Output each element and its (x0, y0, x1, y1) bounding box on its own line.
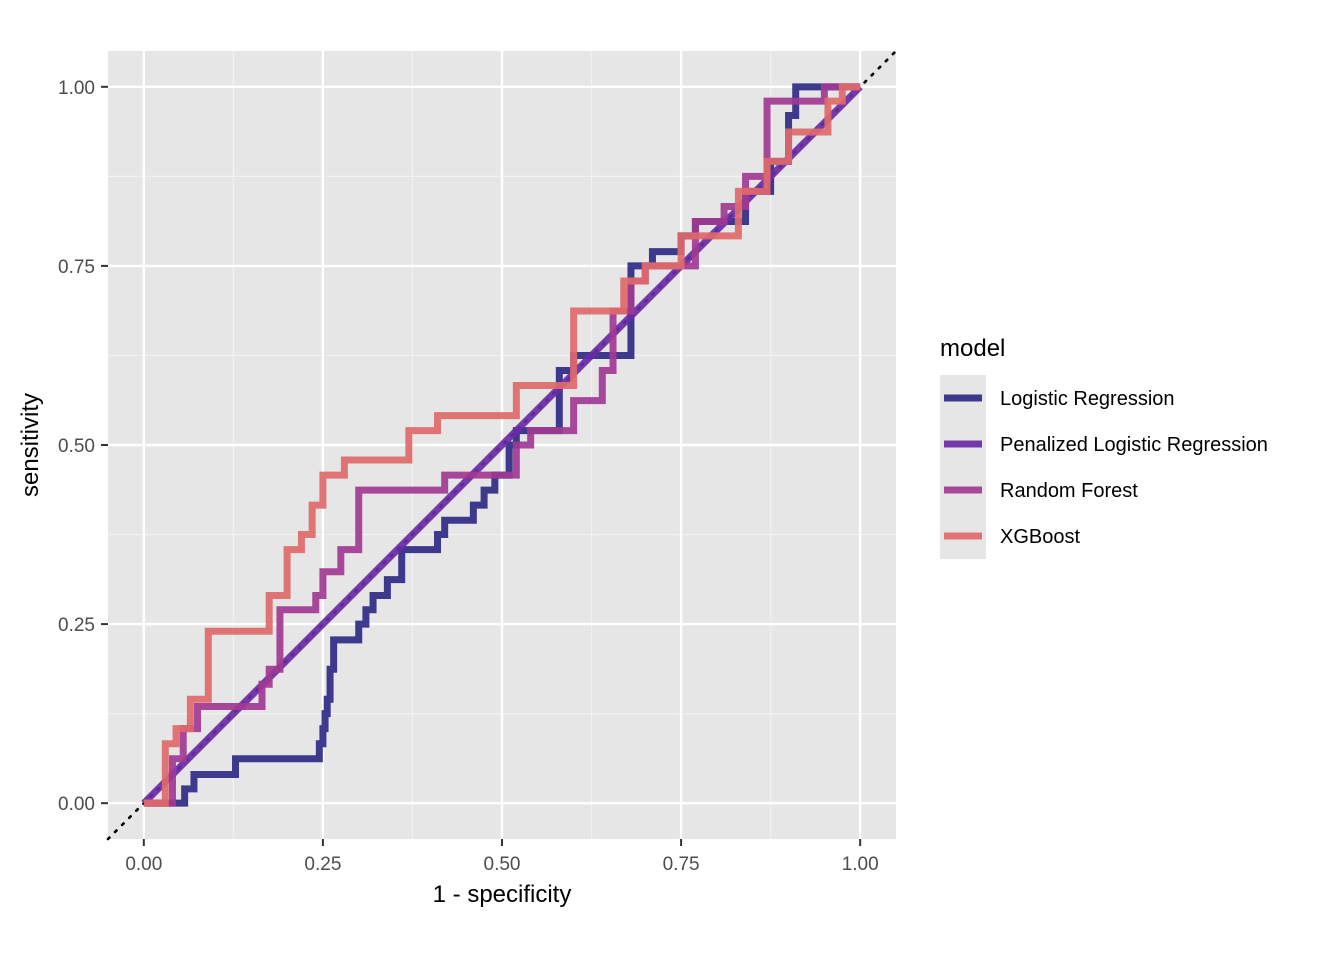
x-tick-label: 1.00 (842, 854, 879, 875)
x-axis-title: 1 - specificity (433, 881, 572, 908)
series-line-xgboost (143, 83, 861, 807)
series-line-random-forest (143, 83, 861, 807)
legend-items: Logistic Regression Penalized Logistic Re… (940, 375, 1268, 559)
legend-label: Logistic Regression (1000, 388, 1175, 410)
legend-title: model (940, 335, 1005, 362)
legend: model Logistic Regression Penalized Logis… (940, 335, 1268, 559)
y-tick-label: 0.75 (58, 257, 95, 278)
legend-label: Penalized Logistic Regression (1000, 434, 1268, 456)
x-tick-label: 0.50 (484, 854, 521, 875)
y-tick-label: 0.25 (58, 615, 95, 636)
y-axis-title: sensitivity (17, 393, 44, 497)
x-axis-ticks: 0.00 0.25 0.50 0.75 1.00 (125, 839, 879, 875)
y-tick-label: 1.00 (58, 78, 95, 99)
y-tick-label: 0.00 (58, 794, 95, 815)
legend-label: XGBoost (1000, 526, 1080, 548)
legend-label: Random Forest (1000, 480, 1138, 502)
series-layer (141, 83, 863, 807)
y-tick-label: 0.50 (58, 436, 95, 457)
x-tick-label: 0.75 (663, 854, 700, 875)
x-tick-label: 0.00 (125, 854, 162, 875)
x-tick-label: 0.25 (304, 854, 341, 875)
y-axis-ticks: 0.00 0.25 0.50 0.75 1.00 (58, 78, 108, 815)
